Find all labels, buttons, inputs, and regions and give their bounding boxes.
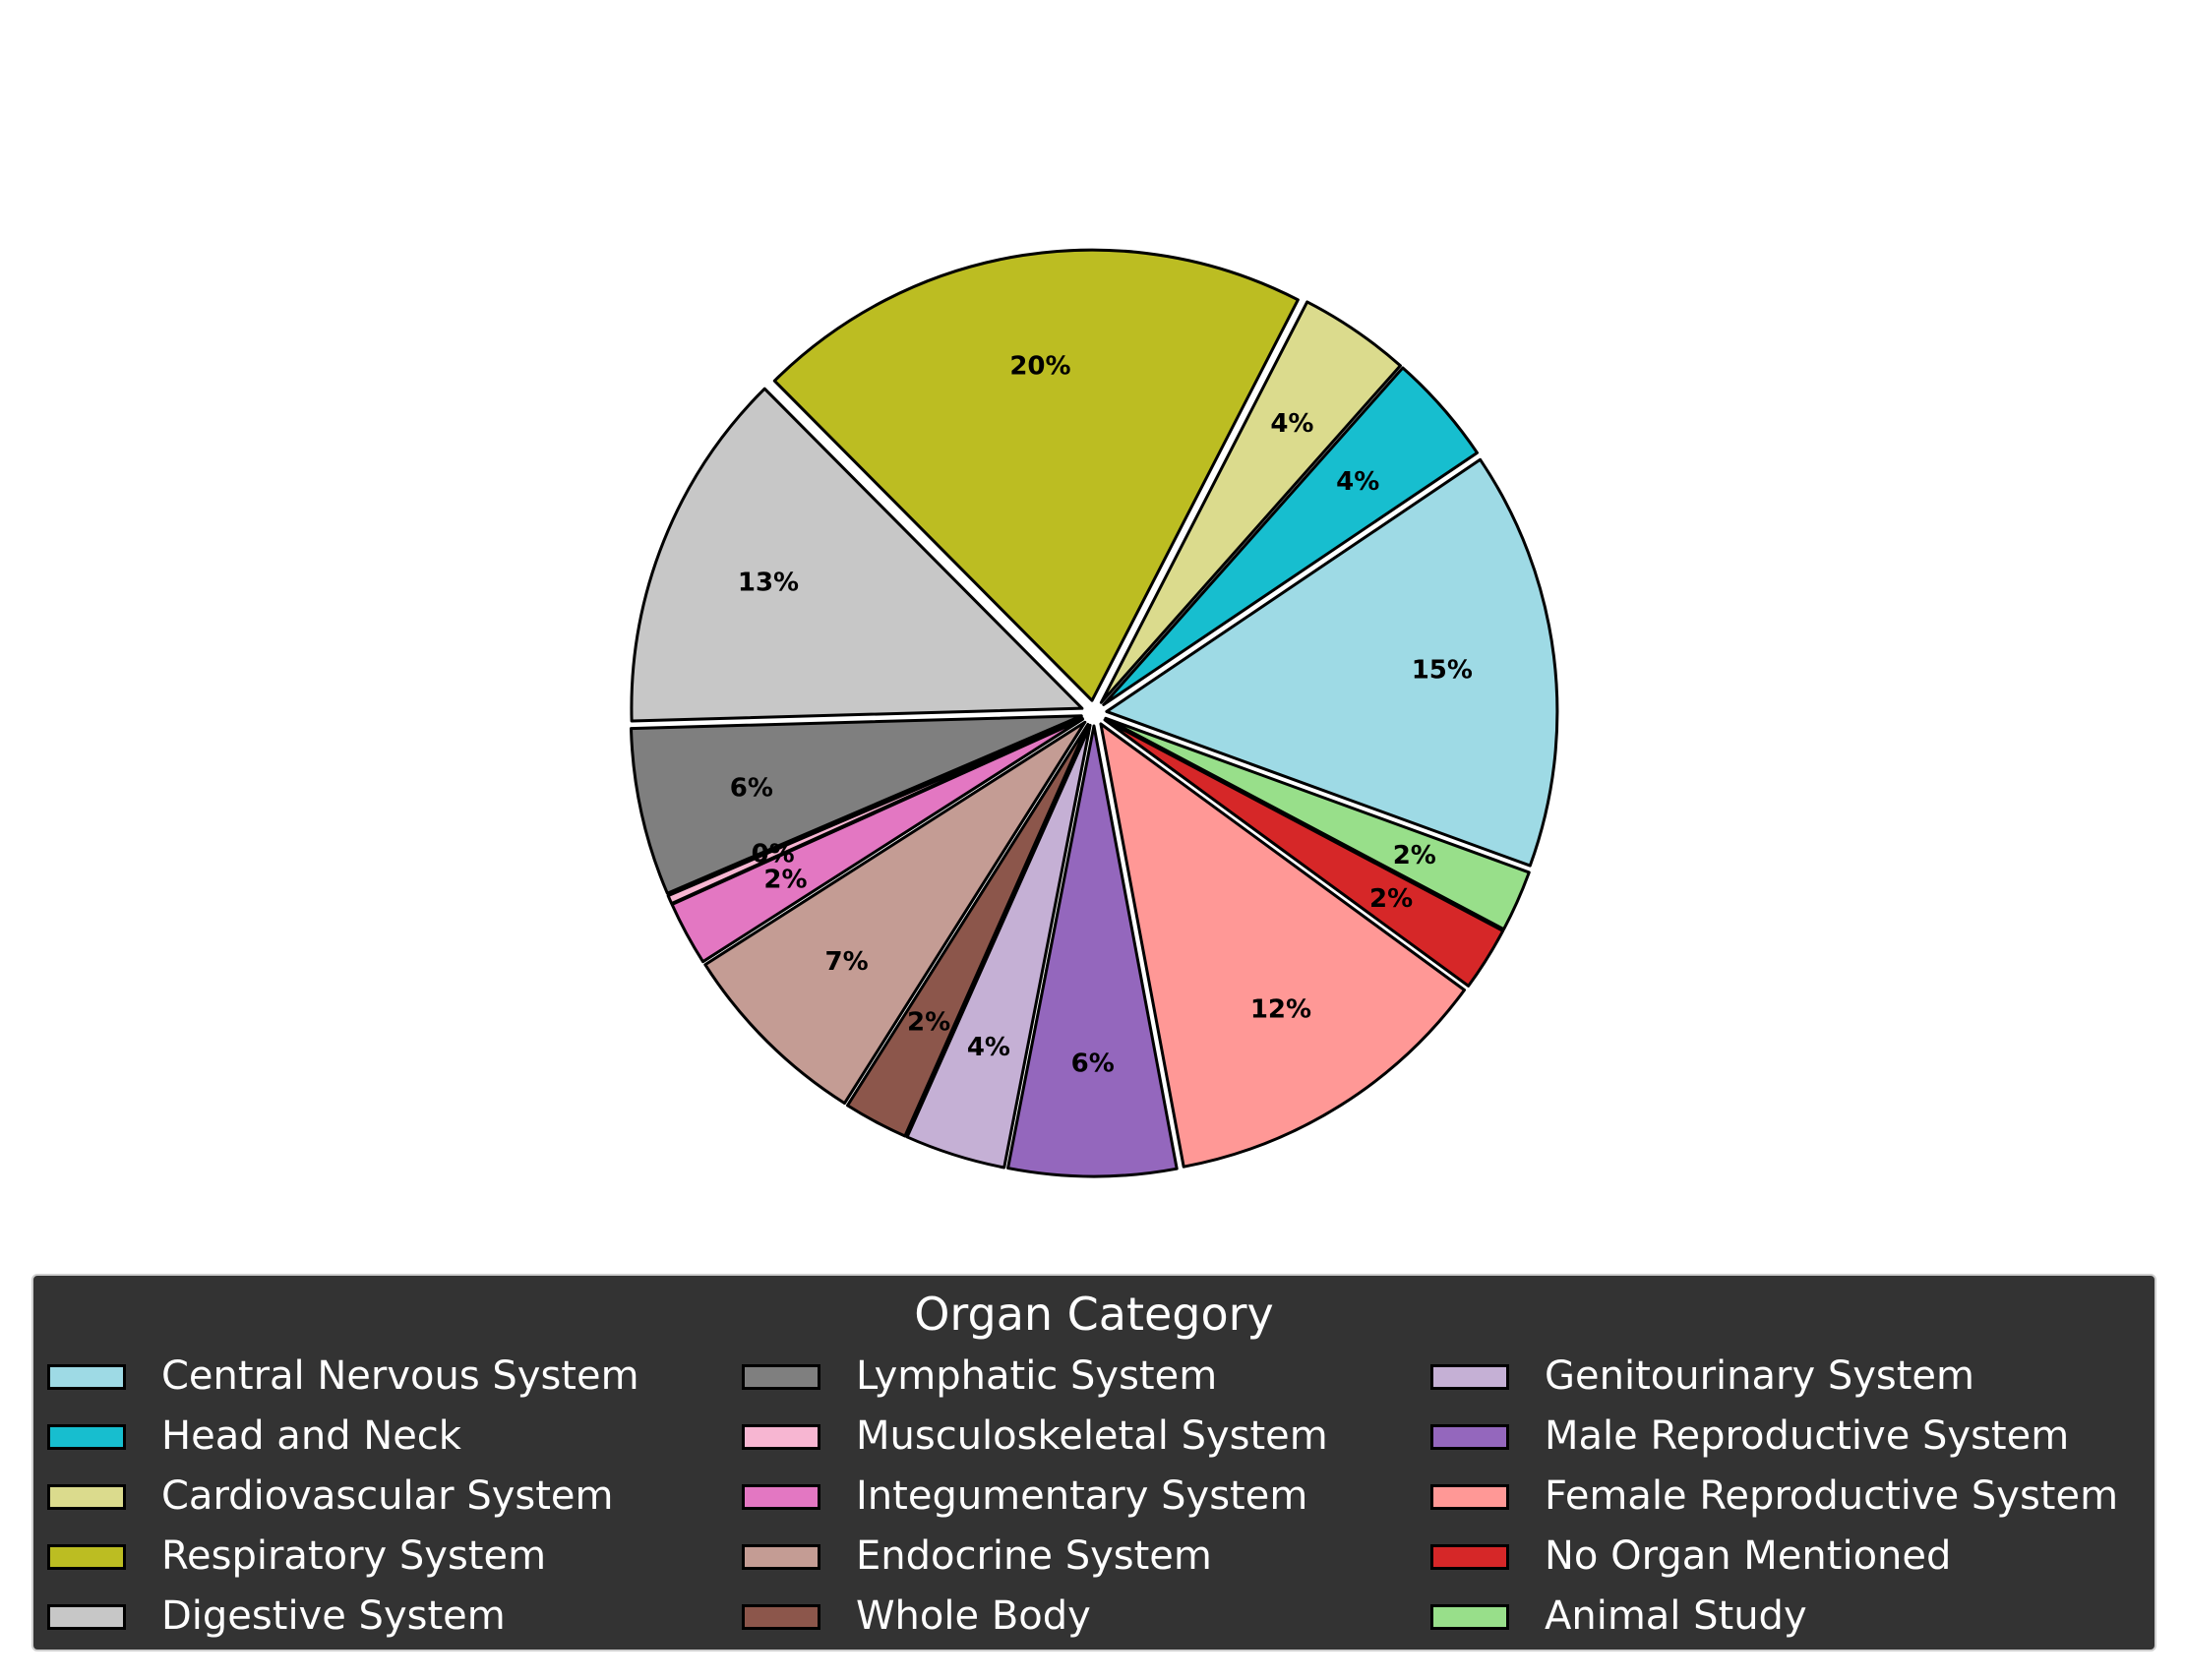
legend-label: Central Nervous System [161, 1353, 639, 1399]
pie-label-musculoskeletal-system: 0% [752, 840, 795, 870]
legend-swatch [47, 1604, 126, 1630]
pie-slice-digestive-system [630, 387, 1084, 723]
pie-slice-endocrine-system [703, 720, 1087, 1106]
legend: Organ Category Central Nervous System Hea… [31, 1274, 2156, 1651]
legend-swatch [1430, 1544, 1509, 1570]
pie-slice-female-reproductive-system [1099, 722, 1467, 1169]
pie-slice-animal-study [1104, 716, 1531, 931]
pie-slice-cardiovascular-system [1099, 300, 1402, 704]
legend-swatch [742, 1424, 820, 1450]
pie-label-female-reproductive-system: 12% [1250, 995, 1311, 1025]
legend-swatch [47, 1544, 126, 1570]
legend-label: Endocrine System [856, 1533, 1212, 1579]
legend-swatch [1430, 1424, 1509, 1450]
legend-label: Respiratory System [161, 1533, 547, 1579]
legend-label: No Organ Mentioned [1545, 1533, 1952, 1579]
legend-label: Whole Body [856, 1593, 1091, 1639]
pie-slice-central-nervous-system [1105, 457, 1559, 868]
legend-swatch [1430, 1604, 1509, 1630]
legend-label: Female Reproductive System [1545, 1473, 2119, 1519]
pie-slice-respiratory-system [772, 248, 1300, 702]
legend-label: Genitourinary System [1545, 1353, 1974, 1399]
legend-swatch [742, 1604, 820, 1630]
pie-label-male-reproductive-system: 6% [1071, 1049, 1115, 1078]
pie-label-genitourinary-system: 4% [967, 1033, 1010, 1062]
pie-percent-labels: 15%4%4%20%13%6%0%2%7%2%4%6%12%2%2% [730, 352, 1473, 1079]
legend-label: Animal Study [1545, 1593, 1807, 1639]
pie-label-head-and-neck: 4% [1336, 467, 1379, 497]
legend-swatch [47, 1364, 126, 1390]
legend-title: Organ Category [914, 1288, 1274, 1341]
pie-chart: 15%4%4%20%13%6%0%2%7%2%4%6%12%2%2% [629, 248, 1559, 1178]
pie-label-digestive-system: 13% [738, 569, 799, 598]
pie-label-central-nervous-system: 15% [1412, 656, 1473, 686]
legend-label: Head and Neck [161, 1413, 461, 1459]
pie-slice-genitourinary-system [905, 723, 1092, 1170]
pie-label-integumentary-system: 2% [763, 866, 807, 895]
pie-slice-whole-body [846, 722, 1090, 1138]
legend-label: Musculoskeletal System [856, 1413, 1328, 1459]
pie-slice-male-reproductive-system [1006, 724, 1179, 1178]
legend-swatch [742, 1544, 820, 1570]
legend-swatch [47, 1484, 126, 1510]
pie-slice-integumentary-system [670, 717, 1085, 964]
pie-label-no-organ-mentioned: 2% [1369, 884, 1413, 914]
pie-slice-no-organ-mentioned [1103, 718, 1505, 988]
legend-label: Integumentary System [856, 1473, 1308, 1519]
legend-swatch [1430, 1484, 1509, 1510]
legend-swatch [1430, 1364, 1509, 1390]
pie-label-cardiovascular-system: 4% [1270, 409, 1313, 439]
pie-label-lymphatic-system: 6% [730, 774, 773, 804]
pie-label-respiratory-system: 20% [1009, 352, 1070, 382]
pie-label-whole-body: 2% [907, 1007, 950, 1037]
pie-slices [629, 248, 1559, 1178]
legend-label: Male Reproductive System [1545, 1413, 2070, 1459]
legend-label: Digestive System [161, 1593, 506, 1639]
legend-label: Lymphatic System [856, 1353, 1218, 1399]
pie-slice-lymphatic-system [629, 714, 1083, 895]
legend-swatch [47, 1424, 126, 1450]
pie-slice-head-and-neck [1102, 366, 1479, 706]
pie-label-endocrine-system: 7% [825, 947, 869, 977]
legend-label: Cardiovascular System [161, 1473, 614, 1519]
pie-label-animal-study: 2% [1393, 841, 1436, 870]
legend-swatch [742, 1484, 820, 1510]
legend-swatch [742, 1364, 820, 1390]
